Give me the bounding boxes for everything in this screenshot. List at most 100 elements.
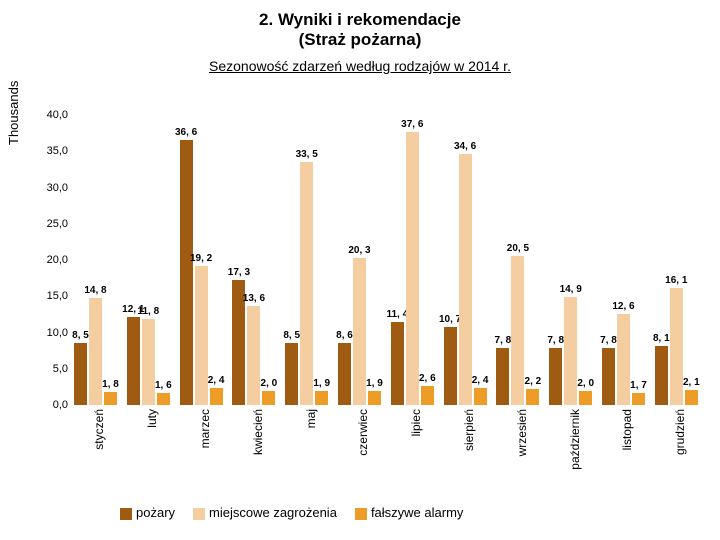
x-tick-label: grudzień <box>673 409 687 455</box>
legend-label: pożary <box>136 505 175 520</box>
bar <box>602 348 615 405</box>
bar-value-label: 1, 9 <box>313 378 330 389</box>
legend-item: miejscowe zagrożenia <box>193 505 337 520</box>
bar <box>459 154 472 405</box>
bar-value-label: 2, 4 <box>208 375 225 386</box>
bar <box>127 317 140 405</box>
bar <box>89 298 102 405</box>
bar <box>195 266 208 405</box>
bar-value-label: 14, 8 <box>84 285 106 296</box>
bar-value-label: 8, 1 <box>653 333 670 344</box>
legend: pożary miejscowe zagrożenia fałszywe alarm… <box>120 505 463 520</box>
bar-value-label: 12, 6 <box>612 301 634 312</box>
bar-value-label: 1, 7 <box>630 380 647 391</box>
y-tick-label: 0,0 <box>42 399 68 411</box>
bar-value-label: 20, 3 <box>348 245 370 256</box>
plot-region: 8, 514, 81, 812, 111, 81, 636, 619, 22, … <box>70 115 704 405</box>
bar-value-label: 1, 9 <box>366 378 383 389</box>
chart-subtitle: Sezonowość zdarzeń według rodzajów w 201… <box>0 58 720 74</box>
bar-value-label: 8, 5 <box>72 330 89 341</box>
bar <box>315 391 328 405</box>
bar-value-label: 11, 8 <box>137 306 159 317</box>
y-tick-label: 40,0 <box>42 109 68 121</box>
y-tick-label: 20,0 <box>42 254 68 266</box>
bar-value-label: 13, 6 <box>243 293 265 304</box>
bar <box>262 391 275 406</box>
page-title: 2. Wyniki i rekomendacje (Straż pożarna) <box>0 0 720 50</box>
bar <box>632 393 645 405</box>
bar-value-label: 2, 6 <box>419 373 436 384</box>
title-line-1: 2. Wyniki i rekomendacje <box>0 10 720 30</box>
bar-value-label: 7, 8 <box>495 335 512 346</box>
bar-value-label: 34, 6 <box>454 141 476 152</box>
bar <box>285 343 298 405</box>
bar-value-label: 33, 5 <box>296 149 318 160</box>
bar-value-label: 20, 5 <box>507 243 529 254</box>
chart-area: 8, 514, 81, 812, 111, 81, 636, 619, 22, … <box>44 115 704 445</box>
bar-value-label: 7, 8 <box>600 335 617 346</box>
x-tick-label: październik <box>568 409 582 470</box>
x-tick-label: lipiec <box>409 409 423 436</box>
bar <box>496 348 509 405</box>
bar-value-label: 37, 6 <box>401 119 423 130</box>
bars-container: 8, 514, 81, 812, 111, 81, 636, 619, 22, … <box>70 115 704 405</box>
bar <box>685 390 698 405</box>
bar <box>526 389 539 405</box>
bar <box>511 256 524 405</box>
x-tick-label: maj <box>304 409 318 428</box>
bar-value-label: 19, 2 <box>190 253 212 264</box>
bar-value-label: 17, 3 <box>228 267 250 278</box>
bar-value-label: 1, 8 <box>102 379 119 390</box>
y-tick-label: 35,0 <box>42 145 68 157</box>
x-tick-label: wrzesień <box>515 409 529 456</box>
bar-value-label: 8, 6 <box>336 330 353 341</box>
bar-value-label: 2, 4 <box>472 375 489 386</box>
bar <box>391 322 404 405</box>
legend-item: fałszywe alarmy <box>355 505 463 520</box>
legend-label: fałszywe alarmy <box>371 505 463 520</box>
legend-label: miejscowe zagrożenia <box>209 505 337 520</box>
bar <box>338 343 351 405</box>
bar-value-label: 36, 6 <box>175 127 197 138</box>
x-tick-label: sierpień <box>462 409 476 451</box>
y-tick-label: 10,0 <box>42 327 68 339</box>
bar-value-label: 2, 2 <box>525 376 542 387</box>
x-tick-label: luty <box>145 409 159 428</box>
bar-value-label: 7, 8 <box>547 335 564 346</box>
bar <box>564 297 577 405</box>
bar <box>474 388 487 405</box>
bar <box>157 393 170 405</box>
title-line-2: (Straż pożarna) <box>0 30 720 50</box>
bar <box>421 386 434 405</box>
legend-swatch <box>120 508 132 520</box>
bar <box>670 288 683 405</box>
y-tick-label: 15,0 <box>42 290 68 302</box>
legend-item: pożary <box>120 505 175 520</box>
bar-value-label: 14, 9 <box>560 284 582 295</box>
bar-value-label: 16, 1 <box>665 275 687 286</box>
x-tick-label: marzec <box>198 409 212 448</box>
bar <box>180 140 193 405</box>
bar-value-label: 2, 1 <box>683 377 700 388</box>
bar <box>210 388 223 405</box>
bar <box>617 314 630 405</box>
bar <box>142 319 155 405</box>
y-tick-label: 5,0 <box>42 363 68 375</box>
bar <box>444 327 457 405</box>
x-tick-label: kwiecień <box>251 409 265 455</box>
bar <box>300 162 313 405</box>
x-tick-label: listopad <box>620 409 634 450</box>
y-axis-label: Thousands <box>6 81 21 145</box>
y-tick-label: 30,0 <box>42 182 68 194</box>
x-tick-label: styczeń <box>92 409 106 450</box>
bar <box>353 258 366 405</box>
bar <box>579 391 592 406</box>
bar-value-label: 8, 5 <box>283 330 300 341</box>
bar <box>247 306 260 405</box>
y-tick-label: 25,0 <box>42 218 68 230</box>
bar-value-label: 2, 0 <box>261 378 278 389</box>
bar-value-label: 1, 6 <box>155 380 172 391</box>
legend-swatch <box>193 508 205 520</box>
bar <box>368 391 381 405</box>
bar <box>406 132 419 405</box>
